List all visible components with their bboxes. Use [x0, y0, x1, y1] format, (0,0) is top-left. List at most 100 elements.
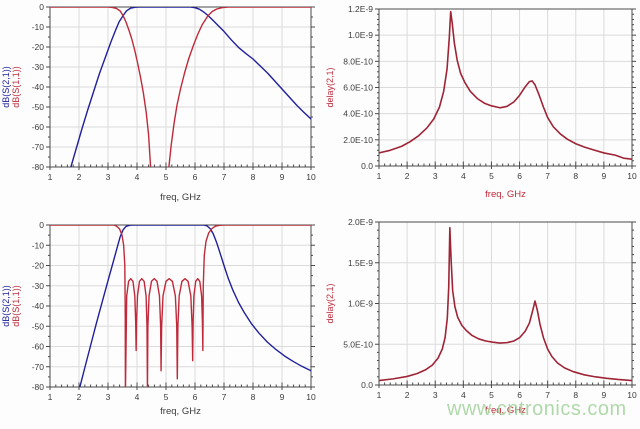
svg-text:3: 3: [433, 390, 438, 400]
svg-text:1.0E-9: 1.0E-9: [348, 30, 373, 40]
chart-delay-chebyshev: 1 2 3 4 5 6 7 8 9 10 0.0 5.0E-10 1.0E-9 1.5E-9 2.0E-9 f…: [320, 215, 640, 429]
chart-svg-s-params-maxflat: 1 2 3 4 5 6 7 8 9 10 0 -10 -20 -30 -40 -50 -60 -70 -80 freq…: [1, 2, 316, 203]
x-tick-labels: 1 2 3 4 5 6 7 8 9 10: [48, 392, 316, 402]
svg-text:8.0E-10: 8.0E-10: [343, 56, 373, 66]
svg-text:10: 10: [627, 390, 637, 400]
svg-text:9: 9: [280, 392, 285, 402]
svg-text:6: 6: [193, 392, 198, 402]
svg-text:-10: -10: [32, 22, 45, 32]
y-tick-labels: 0.0 2.0E-10 4.0E-10 6.0E-10 8.0E-10 1.0E-9 1.2…: [343, 4, 373, 171]
svg-text:-20: -20: [32, 42, 45, 52]
svg-text:5: 5: [489, 171, 494, 181]
svg-text:0.0: 0.0: [361, 380, 373, 390]
axis-ticks: [375, 8, 636, 169]
svg-text:2.0E-10: 2.0E-10: [343, 135, 373, 145]
svg-text:7: 7: [222, 172, 227, 182]
svg-text:5: 5: [164, 172, 169, 182]
axis-ticks: [375, 221, 636, 388]
chart-s-params-chebyshev: 1 2 3 4 5 6 7 8 9 10 0 -10 -20 -30 -40 -50 -60 -70 -80 freq…: [0, 215, 320, 429]
axis-ticks: [46, 224, 315, 390]
x-tick-labels: 1 2 3 4 5 6 7 8 9 10: [48, 172, 316, 182]
svg-text:0: 0: [39, 220, 44, 230]
svg-text:2.0E-9: 2.0E-9: [348, 217, 373, 227]
svg-text:-70: -70: [32, 362, 45, 372]
svg-text:4: 4: [461, 171, 466, 181]
svg-text:5: 5: [164, 392, 169, 402]
x-tick-labels: 1 2 3 4 5 6 7 8 9 10: [377, 171, 637, 181]
plot-border: [378, 221, 633, 386]
svg-text:1: 1: [48, 172, 53, 182]
svg-text:9: 9: [280, 172, 285, 182]
svg-text:8: 8: [573, 171, 578, 181]
grid-lines: [378, 221, 633, 386]
y-tick-labels: 0 -10 -20 -30 -40 -50 -60 -70 -80: [32, 220, 45, 392]
svg-text:-30: -30: [32, 62, 45, 72]
grid-lines: [378, 8, 633, 167]
y-axis-title-1: dB(S(1,1)): [11, 66, 21, 108]
y-tick-labels: 0 -10 -20 -30 -40 -50 -60 -70 -80: [32, 2, 45, 172]
x-axis-title: freq, GHz: [160, 406, 201, 417]
svg-text:-40: -40: [32, 301, 45, 311]
svg-text:2: 2: [405, 390, 410, 400]
x-axis-title: freq, GHz: [485, 405, 526, 416]
svg-text:-60: -60: [32, 122, 45, 132]
y-axis-title-0: delay(2,1): [325, 67, 335, 107]
svg-text:0: 0: [39, 2, 44, 12]
svg-text:9: 9: [602, 390, 607, 400]
chart-s-params-maxflat: 1 2 3 4 5 6 7 8 9 10 0 -10 -20 -30 -40 -50 -60 -70 -80 freq…: [0, 0, 320, 215]
y-axis-title-0: delay(2,1): [325, 283, 335, 323]
svg-text:4: 4: [461, 390, 466, 400]
svg-text:3: 3: [106, 392, 111, 402]
svg-text:-50: -50: [32, 102, 45, 112]
svg-text:-50: -50: [32, 321, 45, 331]
chart-svg-delay-maxflat: 1 2 3 4 5 6 7 8 9 10 0.0 2.0E-10 4.0E-10 6.0E-10 8.0E-…: [325, 4, 637, 200]
svg-text:-80: -80: [32, 382, 45, 392]
svg-text:0.0: 0.0: [361, 161, 373, 171]
trace-db-s-2-1-: [70, 7, 311, 167]
svg-text:9: 9: [602, 171, 607, 181]
chart-delay-maxflat: 1 2 3 4 5 6 7 8 9 10 0.0 2.0E-10 4.0E-10 6.0E-10 8.0E-…: [320, 0, 640, 215]
svg-text:4: 4: [135, 392, 140, 402]
svg-text:4.0E-10: 4.0E-10: [343, 109, 373, 119]
y-tick-labels: 0.0 5.0E-10 1.0E-9 1.5E-9 2.0E-9: [343, 217, 373, 390]
chart-svg-s-params-chebyshev: 1 2 3 4 5 6 7 8 9 10 0 -10 -20 -30 -40 -50 -60 -70 -80 freq…: [1, 220, 316, 417]
svg-text:6: 6: [517, 171, 522, 181]
svg-text:8: 8: [251, 392, 256, 402]
svg-text:6.0E-10: 6.0E-10: [343, 83, 373, 93]
svg-text:7: 7: [222, 392, 227, 402]
svg-text:10: 10: [306, 392, 316, 402]
watermark: www.cntronics.com: [447, 398, 627, 420]
svg-text:-10: -10: [32, 240, 45, 250]
svg-text:2: 2: [77, 392, 82, 402]
svg-text:1.2E-9: 1.2E-9: [348, 4, 373, 14]
svg-text:-60: -60: [32, 342, 45, 352]
svg-text:1: 1: [377, 390, 382, 400]
svg-text:3: 3: [106, 172, 111, 182]
svg-text:1: 1: [377, 171, 382, 181]
svg-text:-20: -20: [32, 261, 45, 271]
y-axis-title-0: dB(S(2,1)): [1, 285, 11, 327]
trace-db-s-1-1-: [50, 225, 311, 387]
svg-text:6: 6: [517, 390, 522, 400]
plot-border: [378, 8, 633, 167]
svg-text:1.0E-9: 1.0E-9: [348, 299, 373, 309]
svg-text:1: 1: [48, 392, 53, 402]
svg-text:8: 8: [251, 172, 256, 182]
x-axis-title: freq, GHz: [485, 189, 526, 200]
svg-text:7: 7: [545, 390, 550, 400]
svg-text:4: 4: [135, 172, 140, 182]
trace-db-s-2-1-: [79, 225, 311, 387]
svg-text:10: 10: [306, 172, 316, 182]
svg-text:6: 6: [193, 172, 198, 182]
svg-text:-30: -30: [32, 281, 45, 291]
svg-text:1.5E-9: 1.5E-9: [348, 258, 373, 268]
svg-text:7: 7: [545, 171, 550, 181]
trace-delay-2-1-: [379, 226, 632, 382]
y-axis-title-1: dB(S(1,1)): [11, 285, 21, 327]
x-tick-labels: 1 2 3 4 5 6 7 8 9 10: [377, 390, 637, 400]
svg-text:3: 3: [433, 171, 438, 181]
grid-lines: [49, 224, 312, 388]
chart-svg-delay-chebyshev: 1 2 3 4 5 6 7 8 9 10 0.0 5.0E-10 1.0E-9 1.5E-9 2.0E-9 f…: [325, 217, 637, 416]
trace-delay-2-1-: [379, 10, 632, 160]
